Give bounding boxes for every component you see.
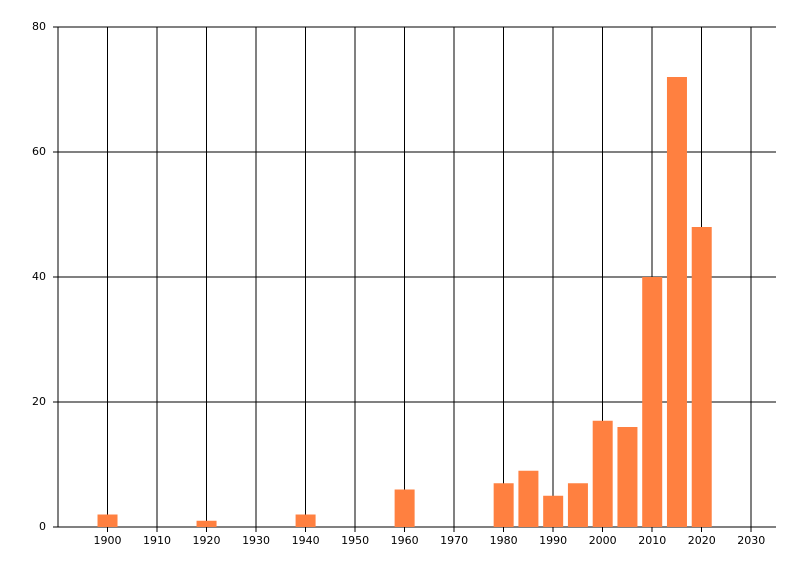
x-tick-label: 1900 [94,534,122,547]
x-tick-label: 2030 [737,534,765,547]
bar [666,77,687,527]
bar [642,277,663,527]
x-tick-label: 1920 [193,534,221,547]
bar [543,495,564,527]
x-tick-label: 2020 [688,534,716,547]
x-tick-label: 1990 [539,534,567,547]
x-tick-label: 1910 [143,534,171,547]
bar [295,514,316,527]
bar [518,470,539,527]
x-tick-label: 1950 [341,534,369,547]
y-tick-label: 60 [32,145,46,158]
bar [493,483,514,527]
x-tick-label: 2010 [638,534,666,547]
y-tick-label: 80 [32,20,46,33]
bar [567,483,588,527]
x-tick-label: 1970 [440,534,468,547]
y-tick-label: 40 [32,270,46,283]
x-tick-label: 1930 [242,534,270,547]
x-tick-label: 1980 [490,534,518,547]
y-tick-label: 20 [32,395,46,408]
bar [691,227,712,527]
x-tick-label: 1940 [292,534,320,547]
x-tick-label: 1960 [391,534,419,547]
bar [196,520,217,527]
y-tick-label: 0 [39,520,46,533]
bar [97,514,118,527]
bar [592,420,613,527]
bar [394,489,415,527]
bar [617,427,638,527]
x-tick-label: 2000 [589,534,617,547]
